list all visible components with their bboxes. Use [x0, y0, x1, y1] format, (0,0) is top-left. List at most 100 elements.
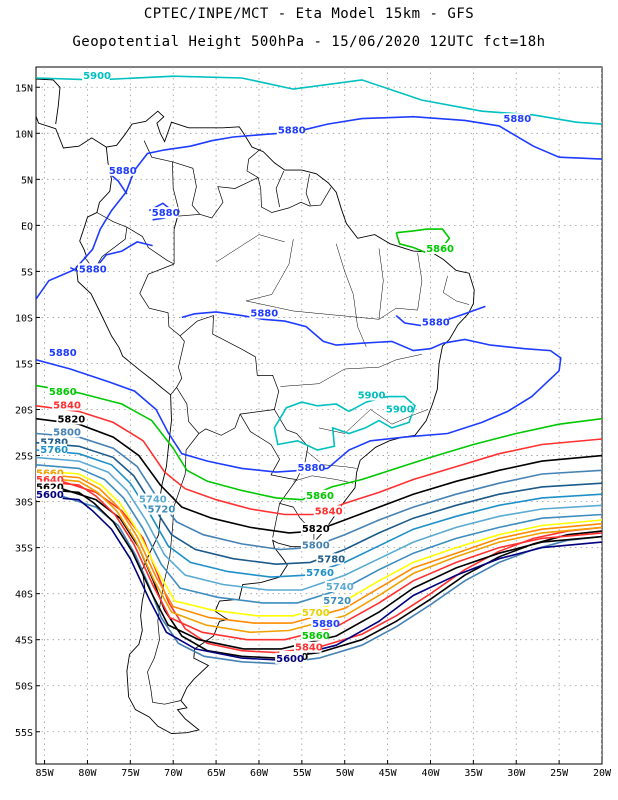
contour-label-bg	[300, 539, 329, 551]
contour-label-5840: 5840	[315, 506, 343, 517]
contour-5860	[36, 384, 602, 501]
state-border	[215, 234, 285, 263]
contour-label-bg	[322, 594, 350, 606]
contour-label-bg	[356, 389, 385, 401]
country-border	[239, 409, 309, 480]
contour-label-5800: 5800	[53, 427, 81, 438]
lat-tick-label: EQ	[21, 221, 33, 232]
lat-tick-label: 50S	[15, 682, 33, 693]
state-border	[443, 275, 470, 305]
lat-tick-label: 30S	[15, 498, 33, 509]
lon-tick-label: 85W	[36, 768, 55, 779]
lat-tick-label: 20S	[15, 406, 33, 417]
contour-5680	[36, 473, 602, 624]
contour-label-5860: 5860	[426, 244, 454, 255]
contour-label-5760: 5760	[40, 445, 68, 456]
country-border	[176, 315, 280, 436]
contour-label-5900: 5900	[386, 404, 414, 415]
contour-label-bg	[313, 505, 342, 517]
contour-label-bg	[52, 426, 80, 438]
contour-5780	[36, 441, 602, 566]
country-border	[246, 148, 261, 178]
contour-label-bg	[305, 567, 333, 579]
contour-label-5880: 5880	[152, 208, 180, 219]
contour-label-bg	[293, 641, 322, 653]
state-border	[305, 450, 357, 469]
lat-tick-label: 55S	[15, 728, 33, 739]
contour-label-bg	[316, 553, 344, 565]
state-border	[246, 239, 294, 302]
state-border	[378, 248, 384, 320]
central-america-coastline	[36, 115, 107, 149]
country-border	[139, 263, 185, 396]
state-border	[293, 475, 354, 484]
lat-tick-label: 15N	[15, 83, 33, 94]
contour-label-bg	[311, 617, 339, 629]
contour-5880	[36, 311, 562, 473]
contour-5700	[36, 469, 602, 617]
lon-tick-label: 30W	[507, 768, 526, 779]
state-border	[318, 409, 428, 434]
lon-tick-label: 65W	[207, 768, 226, 779]
contour-label-5600: 5600	[36, 490, 64, 501]
contour-5740	[36, 456, 602, 591]
contour-label-bg	[276, 124, 305, 136]
contour-label-bg	[39, 443, 67, 455]
contour-label-5600: 5600	[276, 654, 304, 665]
country-border	[172, 161, 180, 230]
lon-tick-label: 25W	[550, 768, 569, 779]
lat-tick-label: 25S	[15, 452, 33, 463]
contour-5900	[36, 75, 602, 125]
lat-tick-label: 35S	[15, 544, 33, 555]
contour-label-bg	[300, 629, 329, 641]
contour-label-5760: 5760	[306, 568, 334, 579]
contour-label-bg	[305, 489, 333, 501]
country-border	[199, 177, 259, 219]
axis-ticks: 85W 80W 75W 70W 65W 60W 55W 50W 45W 40W 35W 30W 25W 2…	[15, 83, 612, 779]
contour-5640	[36, 480, 602, 641]
contour-label-5740: 5740	[139, 495, 167, 506]
contour-label-bg	[146, 503, 175, 515]
contour-label-5860: 5860	[306, 491, 334, 502]
state-border	[280, 354, 422, 387]
contour-5820	[36, 417, 602, 534]
country-border	[305, 173, 311, 206]
country-border	[257, 177, 332, 213]
contour-label-5800: 5800	[302, 541, 330, 552]
contour-label-bg	[249, 307, 277, 319]
contour-label-bg	[36, 474, 63, 486]
contour-label-5880: 5880	[503, 114, 531, 125]
lat-tick-label: 5S	[21, 267, 33, 278]
lon-tick-label: 70W	[164, 768, 183, 779]
contour-label-bg	[275, 652, 303, 664]
contour-label-bg	[36, 467, 63, 479]
lon-tick-label: 50W	[336, 768, 355, 779]
contour-label-5720: 5720	[147, 505, 175, 516]
contour-5600	[36, 495, 602, 661]
contour-label-5900: 5900	[358, 390, 386, 401]
contour-label-bg	[502, 113, 530, 125]
contour-label-5640: 5640	[36, 475, 64, 486]
contour-label-bg	[107, 164, 136, 176]
contour-label-5700: 5700	[302, 608, 330, 619]
contour-label-bg	[47, 347, 76, 359]
state-border	[417, 252, 423, 311]
lon-tick-label: 75W	[121, 768, 140, 779]
contour-label-bg	[384, 403, 413, 415]
caribbean-coastline	[36, 78, 61, 125]
contour-label-bg	[82, 69, 110, 81]
contour-label-bg	[137, 493, 166, 505]
country-border	[275, 170, 285, 208]
contour-label-5880: 5880	[49, 348, 77, 359]
lat-tick-label: 15S	[15, 359, 33, 370]
lat-tick-label: 10N	[15, 129, 33, 140]
contour-label-5880: 5880	[79, 264, 107, 275]
south-america-coastline	[75, 110, 475, 735]
contour-label-bg	[296, 462, 325, 474]
contour-label-bg	[52, 399, 80, 411]
contour-5840	[36, 405, 602, 516]
contour-label-5820: 5820	[302, 524, 330, 535]
map-subtitle: Geopotential Height 500hPa - 15/06/2020 …	[72, 34, 546, 50]
contour-label-5880: 5880	[298, 463, 326, 474]
